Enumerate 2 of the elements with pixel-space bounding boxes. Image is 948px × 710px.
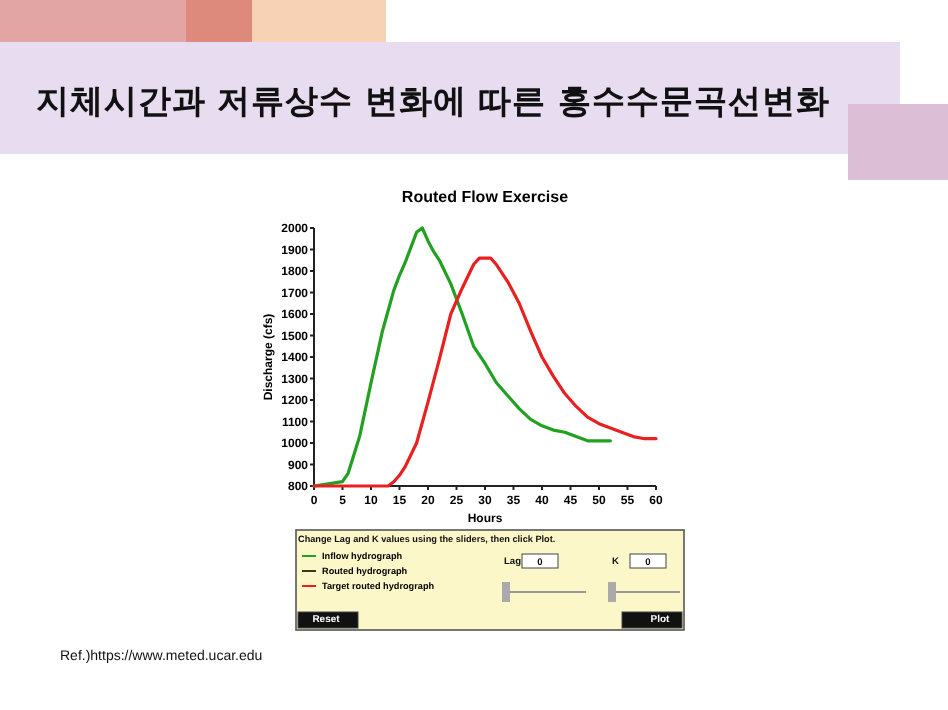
chart-subtitle: Routed Flow Exercise: [401, 188, 570, 206]
chart-title: 지체시간과 저류상수 변화에 따른 홍수수문곡선변화: [36, 82, 830, 120]
